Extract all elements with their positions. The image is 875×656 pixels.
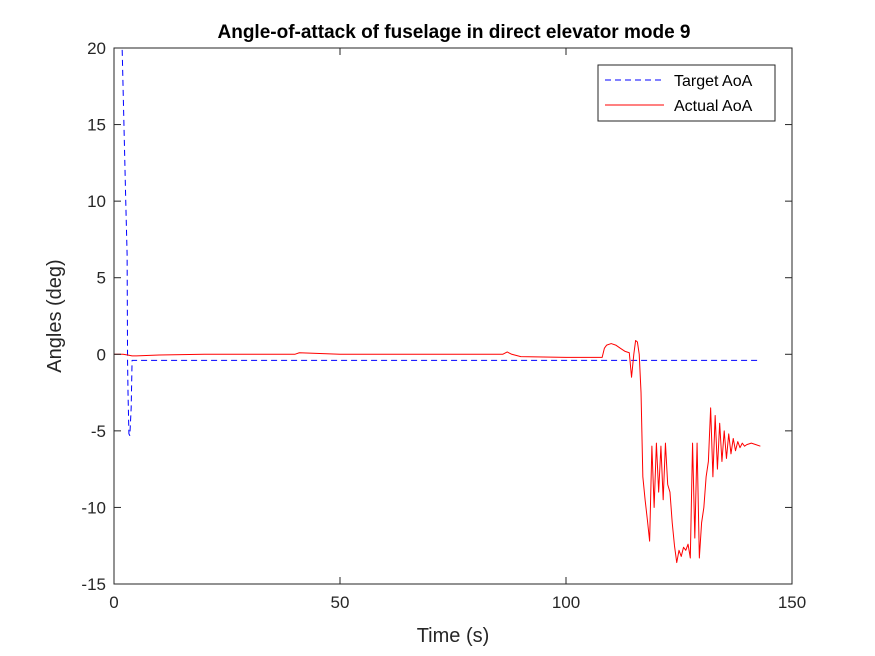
y-tick-label: 15 — [87, 116, 106, 135]
y-tick-label: -5 — [91, 422, 106, 441]
tick-layer: 0 50 100 150 -15 -10 -5 0 5 10 15 20 — [81, 39, 806, 612]
x-tick-label: 0 — [109, 593, 118, 612]
y-tick-label: -10 — [81, 498, 106, 517]
y-tick-label: 0 — [97, 345, 106, 364]
y-tick-label: 20 — [87, 39, 106, 58]
legend: Target AoA Actual AoA — [597, 64, 776, 122]
plot-area: 0 50 100 150 -15 -10 -5 0 5 10 15 20 — [81, 39, 806, 612]
chart-title: Angle-of-attack of fuselage in direct el… — [218, 22, 691, 43]
legend-box — [597, 64, 776, 122]
y-tick-label: 5 — [97, 269, 106, 288]
legend-label-target-aoa: Target AoA — [674, 73, 753, 90]
x-tick-label: 100 — [552, 593, 580, 612]
y-tick-label: -15 — [81, 575, 106, 594]
y-axis-title: Angles (deg) — [44, 259, 66, 372]
series-line-target-aoa — [114, 48, 761, 436]
x-axis-title: Time (s) — [417, 625, 490, 647]
y-tick-label: 10 — [87, 192, 106, 211]
series-line-actual-aoa — [114, 340, 761, 564]
axes-box — [113, 47, 793, 585]
legend-label-actual-aoa: Actual AoA — [674, 98, 753, 115]
x-tick-label: 150 — [778, 593, 806, 612]
x-tick-label: 50 — [331, 593, 350, 612]
series-layer — [114, 48, 761, 564]
